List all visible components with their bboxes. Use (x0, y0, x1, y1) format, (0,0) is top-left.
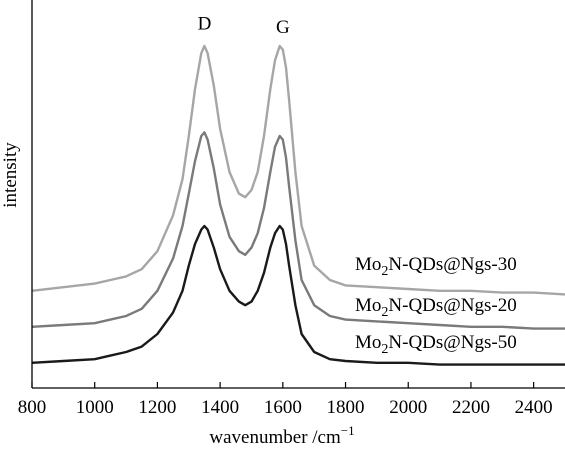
peak-label-g: G (276, 17, 290, 38)
plot-lines (31, 44, 565, 366)
series-line-3 (31, 224, 565, 366)
x-tick-label: 2200 (452, 397, 490, 418)
x-tick-label: 1200 (138, 397, 176, 418)
x-tick-label: 1000 (76, 397, 114, 418)
x-tick-label: 800 (18, 397, 47, 418)
x-tick-label: 2400 (515, 397, 553, 418)
series-line-2 (31, 131, 565, 330)
series-line-1 (31, 44, 565, 296)
x-tick-label: 2000 (389, 397, 427, 418)
peak-label-d: D (198, 14, 212, 35)
x-tick-label: 1400 (201, 397, 239, 418)
series-labels: Mo2N-QDs@Ngs-30 Mo2N-QDs@Ngs-20 Mo2N-QDs@N… (355, 254, 517, 357)
x-axis-title: wavenumber /cm−1 (209, 423, 354, 448)
series-label-2: Mo2N-QDs@Ngs-20 (355, 295, 517, 320)
series-label-3: Mo2N-QDs@Ngs-50 (355, 332, 517, 357)
x-ticks: 800 1000 1200 1400 1600 1800 2000 2200 2400 (18, 382, 553, 418)
x-tick-label: 1600 (264, 397, 302, 418)
y-axis-title: intensity (0, 142, 21, 208)
x-tick-label: 1800 (327, 397, 365, 418)
axes (31, 0, 565, 389)
series-label-1: Mo2N-QDs@Ngs-30 (355, 254, 517, 279)
